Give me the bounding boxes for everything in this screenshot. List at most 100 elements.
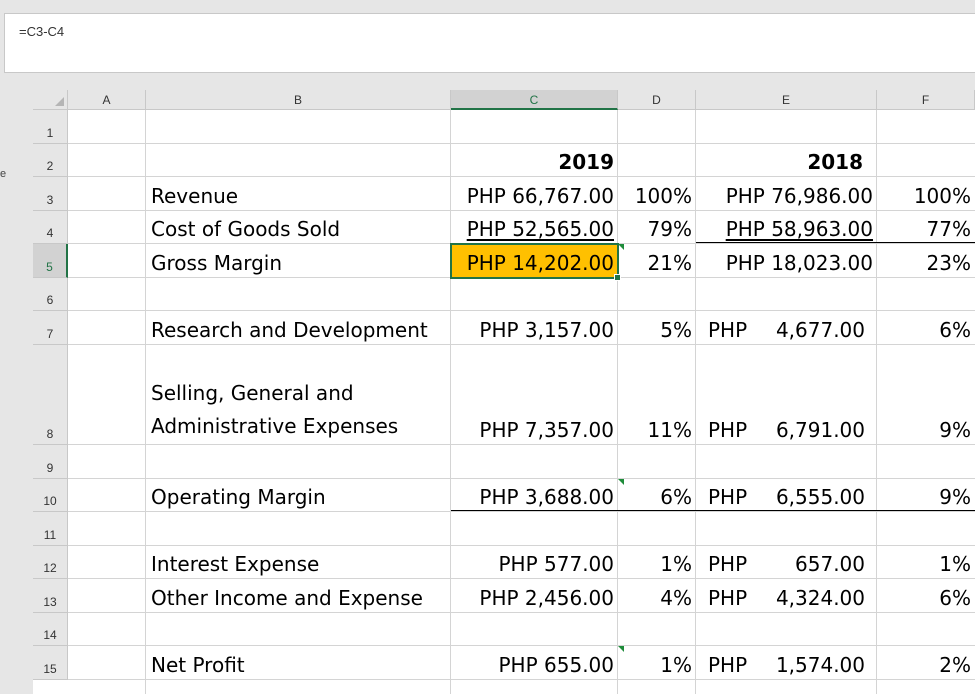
cell-f4[interactable]: 77% [926, 217, 971, 241]
cell-f13[interactable]: 6% [939, 586, 971, 610]
cell-d5[interactable]: 21% [647, 251, 692, 275]
cell-e5[interactable]: PHP 18,023.00 [725, 251, 873, 275]
cell-d8[interactable]: 11% [647, 418, 692, 442]
cell-c8[interactable]: PHP 7,357.00 [479, 418, 614, 442]
cell-d7[interactable]: 5% [660, 318, 692, 342]
col-header-b[interactable]: B [146, 90, 451, 110]
cell-e8[interactable]: PHP 6,791.00 [696, 345, 877, 445]
cell-c15[interactable]: PHP 655.00 [498, 653, 615, 677]
cell-e2[interactable]: 2018 [807, 150, 863, 174]
currency-label: PHP [708, 586, 748, 610]
col-header-d[interactable]: D [618, 90, 696, 110]
gridline [68, 679, 975, 680]
cell-d3[interactable]: 100% [634, 184, 692, 208]
cell-b15[interactable]: Net Profit [151, 653, 245, 677]
cell-border [451, 510, 975, 511]
row-header-11[interactable]: 11 [33, 512, 68, 546]
col-header-a[interactable]: A [68, 90, 146, 110]
gridline [695, 110, 696, 694]
gridline [68, 210, 975, 211]
gridline [68, 344, 975, 345]
error-indicator-icon[interactable] [618, 479, 624, 485]
gridline [68, 143, 975, 144]
row-header-15[interactable]: 15 [33, 646, 68, 680]
gridline [145, 110, 146, 694]
cell-e12[interactable]: PHP 657.00 [696, 546, 877, 579]
cell-b3[interactable]: Revenue [151, 184, 239, 208]
cell-e3[interactable]: PHP 76,986.00 [725, 184, 873, 208]
row-header-3[interactable]: 3 [33, 177, 68, 211]
row-header-4[interactable]: 4 [33, 211, 68, 244]
amount-value: 4,677.00 [775, 318, 865, 342]
col-header-f[interactable]: F [877, 90, 975, 110]
cell-c2[interactable]: 2019 [558, 150, 614, 174]
select-all-corner[interactable] [33, 90, 68, 110]
cell-c4[interactable]: PHP 52,565.00 [466, 217, 614, 241]
cell-border [696, 242, 975, 243]
error-indicator-icon[interactable] [618, 244, 624, 250]
formula-bar[interactable]: =C3-C4 [4, 13, 975, 73]
cell-d10[interactable]: 6% [660, 485, 692, 509]
cell-b8-line1: Selling, General and [151, 381, 354, 405]
formula-text[interactable]: =C3-C4 [19, 24, 65, 39]
cell-f8[interactable]: 9% [939, 418, 971, 442]
selected-cell-c5[interactable] [450, 243, 619, 279]
cell-c7[interactable]: PHP 3,157.00 [479, 318, 614, 342]
currency-label: PHP [708, 552, 748, 576]
row-header-5[interactable]: 5 [33, 244, 68, 278]
gridline [68, 545, 975, 546]
cell-f3[interactable]: 100% [913, 184, 971, 208]
cell-c10[interactable]: PHP 3,688.00 [479, 485, 614, 509]
cell-e15[interactable]: PHP 1,574.00 [696, 646, 877, 680]
cell-d15[interactable]: 1% [660, 653, 692, 677]
currency-label: PHP [708, 418, 748, 442]
row-header-12[interactable]: 12 [33, 546, 68, 579]
error-indicator-icon[interactable] [618, 646, 624, 652]
cell-c5-value[interactable]: PHP 14,202.00 [466, 251, 614, 275]
col-header-c[interactable]: C [451, 90, 618, 110]
row-header-7[interactable]: 7 [33, 311, 68, 345]
col-header-e[interactable]: E [696, 90, 877, 110]
select-all-icon [55, 97, 64, 106]
cell-c12[interactable]: PHP 577.00 [498, 552, 615, 576]
cell-c3[interactable]: PHP 66,767.00 [466, 184, 614, 208]
cell-c13[interactable]: PHP 2,456.00 [479, 586, 614, 610]
row-header-13[interactable]: 13 [33, 579, 68, 613]
row-header-6[interactable]: 6 [33, 278, 68, 311]
gridline [68, 176, 975, 177]
cell-b10[interactable]: Operating Margin [151, 485, 326, 509]
gridline [68, 645, 975, 646]
row-header-1[interactable]: 1 [33, 110, 68, 144]
cell-e4[interactable]: PHP 58,963.00 [725, 217, 873, 241]
cell-d4[interactable]: 79% [647, 217, 692, 241]
fill-handle[interactable] [614, 274, 621, 281]
cell-e10[interactable]: PHP 6,555.00 [696, 479, 877, 512]
cell-f7[interactable]: 6% [939, 318, 971, 342]
amount-value: 657.00 [795, 552, 865, 576]
row-header-2[interactable]: 2 [33, 144, 68, 177]
cell-b4[interactable]: Cost of Goods Sold [151, 217, 341, 241]
row-header-8[interactable]: 8 [33, 345, 68, 445]
spreadsheet-grid[interactable]: A B C D E F 1 2 3 4 5 6 7 8 9 10 11 12 1… [33, 90, 975, 694]
cell-e7[interactable]: PHP 4,677.00 [696, 311, 877, 345]
gridline [68, 511, 975, 512]
cell-f12[interactable]: 1% [939, 552, 971, 576]
cell-f10[interactable]: 9% [939, 485, 971, 509]
amount-value: 1,574.00 [775, 653, 865, 677]
cell-f15[interactable]: 2% [939, 653, 971, 677]
cell-d12[interactable]: 1% [660, 552, 692, 576]
cell-b8[interactable]: Selling, General and Administrative Expe… [146, 345, 451, 445]
cell-f5[interactable]: 23% [926, 251, 971, 275]
cell-b13[interactable]: Other Income and Expense [151, 586, 423, 610]
cell-b5[interactable]: Gross Margin [151, 251, 283, 275]
cell-b7[interactable]: Research and Development [151, 318, 428, 342]
row-header-9[interactable]: 9 [33, 445, 68, 479]
row-header-10[interactable]: 10 [33, 479, 68, 512]
gridline [68, 578, 975, 579]
row-header-14[interactable]: 14 [33, 613, 68, 646]
currency-label: PHP [708, 485, 748, 509]
gridline [68, 478, 975, 479]
cell-d13[interactable]: 4% [660, 586, 692, 610]
cell-e13[interactable]: PHP 4,324.00 [696, 579, 877, 613]
cell-b12[interactable]: Interest Expense [151, 552, 320, 576]
